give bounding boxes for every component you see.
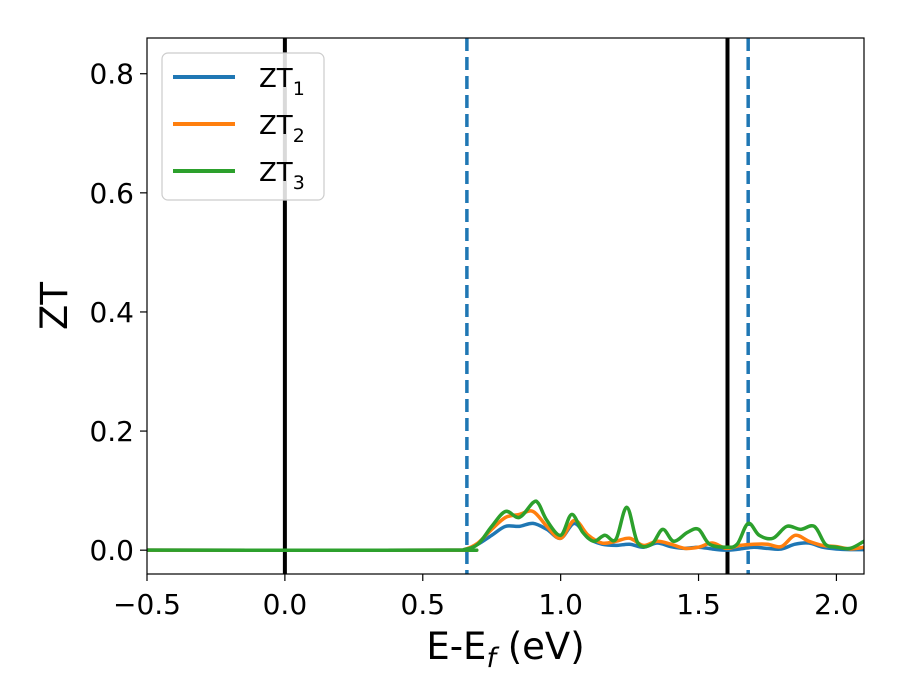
x-tick-label: 0.5 — [401, 588, 446, 621]
x-tick-label: −0.5 — [113, 588, 181, 621]
y-tick-label: 0.0 — [89, 534, 134, 567]
series-lines — [147, 499, 864, 553]
reference-lines — [282, 38, 750, 574]
y-axis-ticks: 0.0 0.2 0.4 0.6 0.8 — [89, 58, 147, 567]
x-tick-label: 1.0 — [538, 588, 583, 621]
plot-area-frame — [146, 37, 865, 575]
y-tick-label: 0.6 — [89, 177, 134, 210]
x-axis-label: E-Ef (eV) — [426, 625, 584, 674]
legend-label-3: ZT3 — [259, 158, 305, 194]
y-tick-label: 0.2 — [89, 415, 134, 448]
y-axis-label: ZT — [33, 282, 76, 330]
y-tick-label: 0.4 — [89, 296, 134, 329]
legend-label-main: ZT — [259, 111, 293, 141]
legend-label-main: ZT — [259, 64, 293, 94]
legend-label-2: ZT2 — [259, 111, 305, 147]
series-line-1 — [147, 521, 864, 552]
legend-label-sub: 2 — [293, 125, 305, 147]
series-line-3 — [147, 499, 864, 552]
x-axis-ticks: −0.5 0.0 0.5 1.0 1.5 2.0 — [113, 574, 859, 621]
legend-label-1: ZT1 — [259, 64, 305, 100]
legend-box — [161, 52, 325, 201]
legend-label-sub: 1 — [293, 78, 305, 100]
x-axis-label-main: E-E — [426, 625, 486, 668]
x-axis-label-suffix: (eV) — [496, 625, 585, 668]
x-tick-label: 1.5 — [676, 588, 721, 621]
x-tick-label: 2.0 — [814, 588, 859, 621]
x-tick-label: 0.0 — [263, 588, 308, 621]
legend-label-sub: 3 — [293, 172, 305, 194]
legend-label-main: ZT — [259, 158, 293, 188]
y-tick-label: 0.8 — [89, 58, 134, 91]
